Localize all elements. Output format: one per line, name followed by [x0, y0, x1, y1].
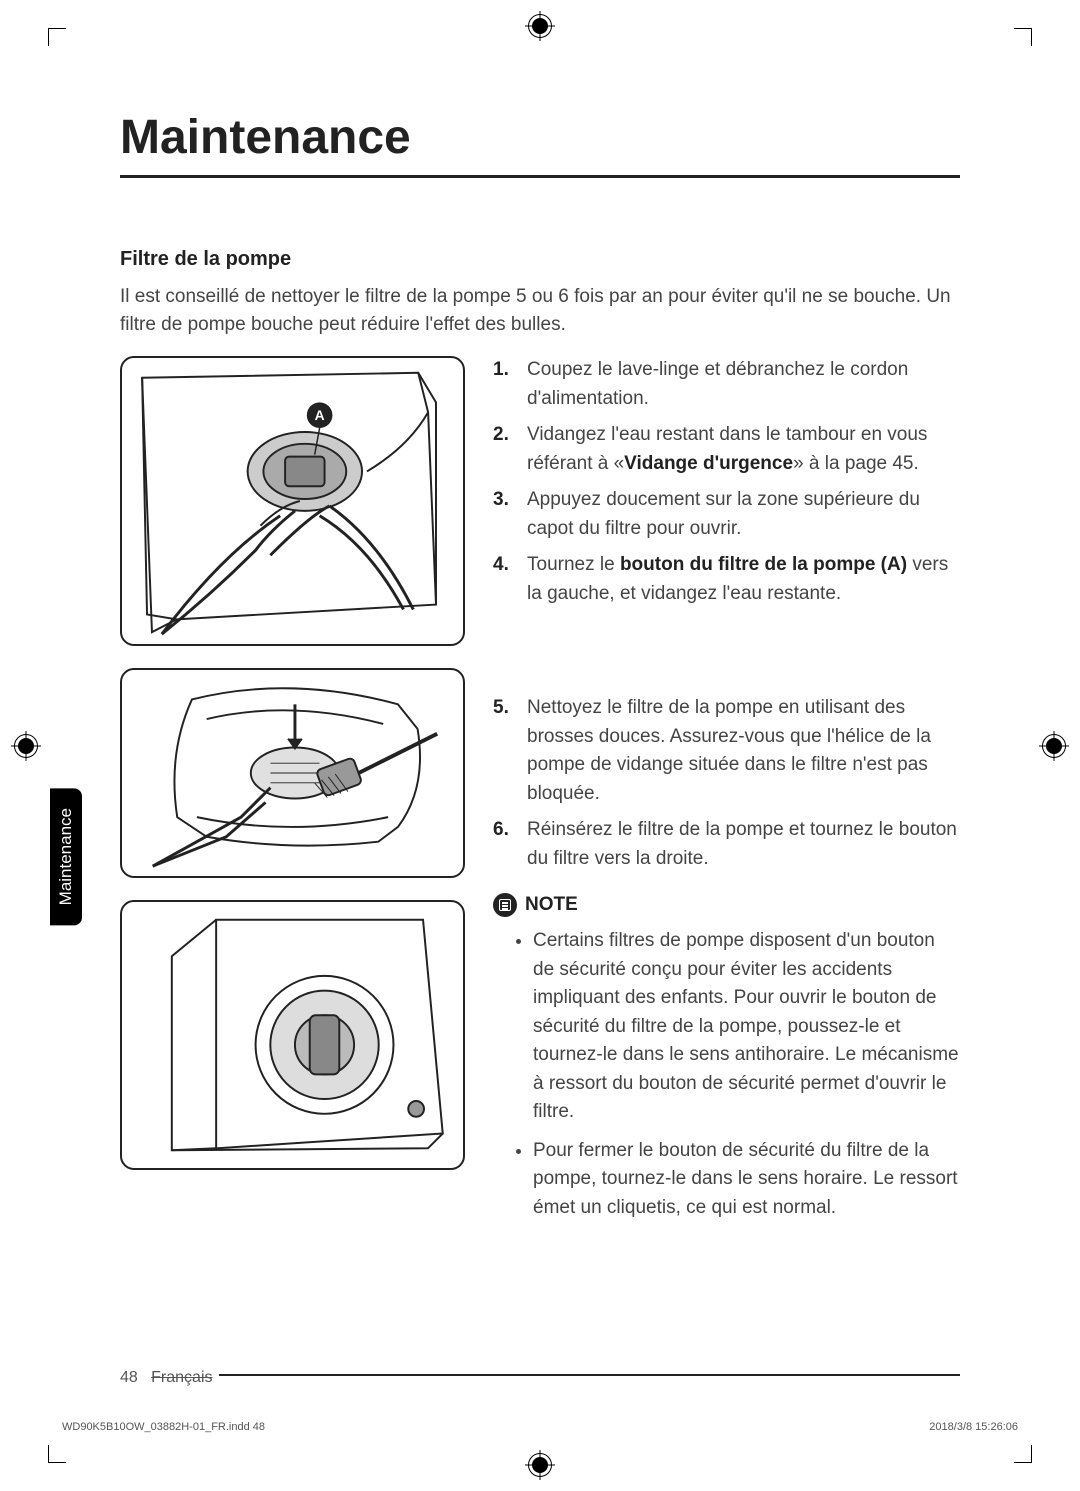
- crop-mark: [1002, 28, 1032, 58]
- crop-mark: [48, 28, 78, 58]
- footer-rule: [180, 1374, 960, 1376]
- step-text: Coupez le lave-linge et débranchez le co…: [527, 359, 908, 409]
- step-item: Appuyez doucement sur la zone supérieure…: [493, 486, 960, 543]
- illustration-filter-knob: A: [120, 356, 465, 646]
- illustration-clean-brush: [120, 668, 465, 878]
- step-item: Nettoyez le filtre de la pompe en utilis…: [493, 694, 960, 808]
- step-item: Réinsérez le filtre de la pompe et tourn…: [493, 816, 960, 873]
- note-item: Pour fermer le bouton de sécurité du fil…: [533, 1137, 960, 1223]
- step-text: Réinsérez le filtre de la pompe et tourn…: [527, 819, 957, 869]
- note-label: NOTE: [525, 894, 578, 916]
- spacer: [493, 616, 960, 694]
- step-text: Appuyez doucement sur la zone supérieure…: [527, 489, 920, 539]
- crop-mark: [1002, 1433, 1032, 1463]
- callout-label: A: [315, 408, 325, 423]
- page-number: 48: [120, 1369, 138, 1386]
- text-column: Coupez le lave-linge et débranchez le co…: [493, 356, 960, 1232]
- crop-mark: [48, 1433, 78, 1463]
- step-ref-bold: bouton du filtre de la pompe (A): [620, 554, 907, 575]
- step-text: » à la page 45.: [793, 453, 919, 474]
- page-title: Maintenance: [120, 110, 960, 178]
- step-text: Nettoyez le filtre de la pompe en utilis…: [527, 697, 931, 804]
- section-heading: Filtre de la pompe: [120, 248, 960, 271]
- section-tab: Maintenance: [50, 788, 82, 925]
- intro-paragraph: Il est conseillé de nettoyer le filtre d…: [120, 283, 960, 338]
- step-item: Vidangez l'eau restant dans le tambour e…: [493, 421, 960, 478]
- step-list: Coupez le lave-linge et débranchez le co…: [493, 356, 960, 608]
- note-block: NOTE Certains filtres de pompe disposent…: [493, 893, 960, 1222]
- step-item: Tournez le bouton du filtre de la pompe …: [493, 551, 960, 608]
- page-language: Français: [151, 1369, 212, 1386]
- content-columns: A: [120, 356, 960, 1232]
- note-icon: [493, 893, 517, 917]
- imprint-timestamp: 2018/3/8 15:26:06: [929, 1421, 1018, 1433]
- registration-mark-icon: [528, 1453, 552, 1477]
- step-ref-bold: Vidange d'urgence: [624, 453, 793, 474]
- page-content: Maintenance Filtre de la pompe Il est co…: [120, 110, 960, 1401]
- note-heading: NOTE: [493, 893, 960, 917]
- note-item: Certains filtres de pompe disposent d'un…: [533, 927, 960, 1127]
- note-list: Certains filtres de pompe disposent d'un…: [493, 927, 960, 1222]
- registration-mark-icon: [1042, 734, 1066, 758]
- imprint-file: WD90K5B10OW_03882H-01_FR.indd 48: [62, 1421, 265, 1433]
- registration-mark-icon: [528, 14, 552, 38]
- illustration-column: A: [120, 356, 465, 1232]
- footer-page-info: 48 Français: [120, 1369, 219, 1387]
- section-tab-label: Maintenance: [56, 808, 75, 905]
- registration-mark-icon: [14, 734, 38, 758]
- step-text: Tournez le: [527, 554, 620, 575]
- step-item: Coupez le lave-linge et débranchez le co…: [493, 356, 960, 413]
- step-list: Nettoyez le filtre de la pompe en utilis…: [493, 694, 960, 873]
- illustration-reinsert-filter: [120, 900, 465, 1170]
